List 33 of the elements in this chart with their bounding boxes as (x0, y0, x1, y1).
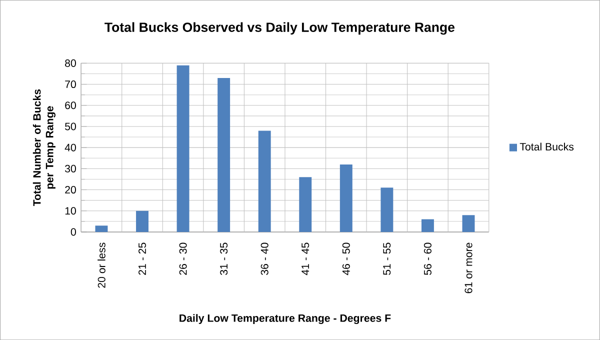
y-tick-label: 50 (65, 122, 76, 130)
bar (218, 78, 230, 232)
bar (258, 130, 271, 232)
x-tick-label: 56 - 60 (424, 242, 432, 275)
y-tick-label: 0 (70, 228, 76, 236)
x-tick-label: 46 - 50 (342, 242, 350, 276)
x-tick-label: 26 - 30 (179, 242, 187, 275)
x-tick-label: 21 - 25 (138, 242, 146, 275)
x-tick-label: 41 - 45 (302, 242, 310, 276)
x-tick-label: 20 or less (98, 242, 106, 288)
y-tick-label: 30 (64, 164, 76, 172)
bar (380, 188, 394, 232)
x-tick-label: 31 - 35 (220, 242, 228, 275)
x-axis-title: Daily Low Temperature Range - Degrees F (180, 314, 391, 324)
chart-title: Total Bucks Observed vs Daily Low Temperature Range (104, 22, 455, 35)
bar (299, 177, 312, 232)
y-axis-title: Total Number of Bucks per Temp Range (32, 89, 56, 206)
bar (421, 219, 434, 232)
x-tick-label: 51 - 55 (383, 242, 391, 275)
y-tick-label: 60 (65, 102, 76, 110)
legend-label: Total Bucks (520, 142, 574, 150)
bar (462, 214, 475, 232)
y-tick-label: 80 (65, 59, 76, 67)
y-tick-label: 10 (65, 206, 76, 215)
y-tick-label: 40 (64, 144, 76, 152)
bar (340, 164, 352, 232)
y-tick-label: 70 (65, 80, 76, 88)
bar (95, 226, 108, 232)
y-tick-label: 20 (65, 186, 76, 194)
bar (176, 65, 190, 232)
x-tick-label: 61 or more (464, 242, 472, 293)
x-tick-label: 36 - 40 (260, 242, 268, 275)
bar (136, 210, 148, 232)
